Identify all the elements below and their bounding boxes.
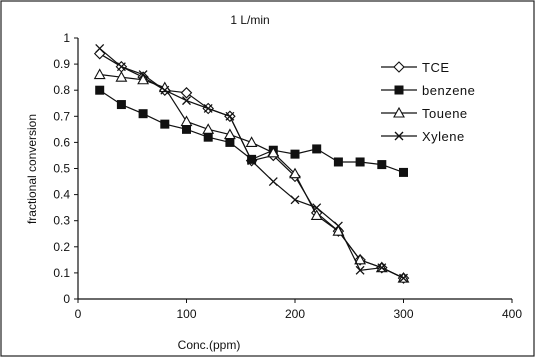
data-point-benzene: [116, 100, 126, 110]
y-tick-label: 0.9: [53, 57, 70, 71]
y-tick-label: 1: [63, 31, 70, 45]
chart-title: 1 L/min: [230, 13, 269, 27]
x-tick-label: 300: [393, 307, 413, 321]
data-point-xylene: [138, 70, 148, 79]
legend-marker: [394, 131, 404, 141]
data-point-touene: [202, 123, 215, 134]
data-point-tce: [180, 87, 193, 99]
x-marker-stroke: [312, 203, 322, 213]
series-xylene: [95, 43, 408, 283]
series-layer: [93, 43, 410, 284]
data-point-xylene: [399, 273, 408, 283]
x-marker-stroke: [268, 177, 278, 187]
y-tick-label: 0.3: [53, 214, 70, 228]
data-point-benzene: [203, 132, 213, 142]
data-point-xylene: [160, 85, 170, 95]
data-point-benzene: [312, 144, 322, 154]
data-point-benzene: [377, 160, 387, 170]
legend-label: Touene: [422, 106, 468, 121]
y-tick-label: 0.2: [53, 240, 70, 254]
data-point-benzene: [225, 137, 235, 147]
legend-item-xylene: Xylene: [381, 129, 465, 144]
data-point-xylene: [312, 203, 322, 213]
data-point-benzene: [290, 149, 300, 159]
y-tick-label: 0.6: [53, 135, 70, 149]
x-marker-stroke: [182, 96, 191, 106]
data-point-xylene: [225, 111, 235, 121]
y-tick-label: 0.8: [53, 83, 70, 97]
legend-marker: [394, 85, 404, 95]
data-point-benzene: [138, 109, 148, 119]
legend-marker: [393, 106, 405, 118]
legend-label: TCE: [422, 60, 450, 75]
data-point-benzene: [399, 167, 408, 177]
data-point-xylene: [203, 104, 213, 113]
x-tick-label: 0: [75, 307, 82, 321]
data-point-xylene: [290, 195, 300, 205]
x-axis-label: Conc.(ppm): [178, 338, 241, 352]
data-point-touene: [223, 128, 236, 140]
legend-item-touene: Touene: [381, 106, 468, 121]
legend-label: Xylene: [422, 129, 465, 144]
x-marker-stroke: [138, 70, 148, 79]
y-tick-label: 0.4: [53, 188, 70, 202]
data-point-xylene: [333, 221, 343, 231]
data-point-xylene: [355, 265, 365, 275]
x-marker-stroke: [399, 273, 408, 283]
data-point-xylene: [268, 177, 278, 187]
data-point-benzene: [333, 157, 343, 167]
x-marker-stroke: [290, 195, 300, 205]
legend-marker: [393, 61, 405, 73]
x-marker-stroke: [394, 131, 404, 141]
data-point-benzene: [182, 124, 191, 134]
x-tick-label: 400: [502, 307, 522, 321]
series-touene: [93, 68, 410, 283]
legend-item-benzene: benzene: [381, 83, 475, 98]
axes: 0 0.1 0.2 0.3 0.4 0.5 0.6 0.7 0.8 0.9 1 0 100 200 300 4…: [53, 31, 522, 321]
y-tick-label: 0.5: [53, 162, 70, 176]
x-tick-label: 200: [285, 307, 305, 321]
x-marker-stroke: [160, 85, 170, 95]
data-point-touene: [289, 167, 301, 179]
data-point-benzene: [95, 85, 105, 95]
x-marker-stroke: [247, 156, 257, 166]
legend: TCE benzene Touene Xylene: [381, 60, 475, 144]
legend-item-tce: TCE: [381, 60, 450, 75]
y-axis-label: fractional conversion: [25, 114, 39, 224]
data-point-touene: [245, 136, 258, 147]
x-marker-stroke: [225, 111, 235, 121]
data-point-benzene: [355, 157, 365, 167]
data-point-touene: [267, 146, 280, 158]
data-point-touene: [93, 68, 106, 80]
data-point-touene: [310, 209, 323, 221]
data-point-xylene: [377, 263, 387, 273]
x-marker-stroke: [116, 62, 126, 72]
legend-label: benzene: [422, 83, 475, 98]
data-point-xylene: [247, 156, 257, 166]
x-marker-stroke: [95, 43, 105, 53]
x-marker-stroke: [333, 221, 343, 231]
x-marker-stroke: [203, 104, 213, 113]
data-point-xylene: [116, 62, 126, 72]
x-tick-label: 100: [176, 307, 196, 321]
data-point-touene: [115, 71, 128, 82]
data-point-xylene: [182, 96, 191, 106]
y-tick-label: 0.1: [53, 266, 70, 280]
data-point-benzene: [160, 119, 170, 129]
y-tick-label: 0.7: [53, 109, 70, 123]
data-point-xylene: [95, 43, 105, 53]
x-marker-stroke: [377, 263, 387, 273]
x-marker-stroke: [355, 265, 365, 275]
data-point-touene: [137, 73, 150, 85]
data-point-touene: [354, 253, 367, 265]
y-tick-label: 0: [63, 292, 70, 306]
data-point-touene: [180, 115, 193, 127]
